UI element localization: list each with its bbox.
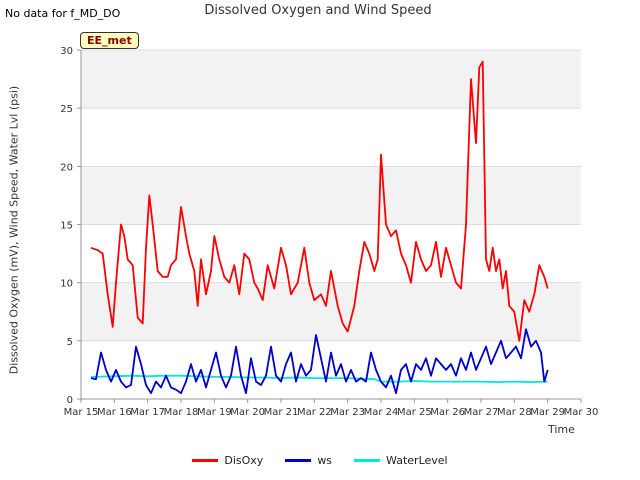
x-tick-label: Mar 19 xyxy=(197,407,232,418)
legend-item-ws: ws xyxy=(285,454,332,467)
series-line-waterlevel xyxy=(90,374,548,384)
x-tick-label: Mar 16 xyxy=(97,407,132,418)
x-tick-label: Mar 23 xyxy=(330,407,365,418)
legend-label-disoxy: DisOxy xyxy=(224,454,264,467)
legend-swatch-ws xyxy=(285,459,312,462)
site-badge: EE_met xyxy=(80,32,139,49)
chart-title: Dissolved Oxygen and Wind Speed xyxy=(204,3,432,18)
series-line-disoxy xyxy=(90,60,549,342)
y-axis-label: Dissolved Oxygen (mV), Wind Speed, Water… xyxy=(7,85,21,375)
x-tick-label: Mar 27 xyxy=(464,407,499,418)
legend-label-ws: ws xyxy=(317,454,333,467)
x-tick-label: Mar 24 xyxy=(364,407,399,418)
y-tick-label: 10 xyxy=(60,279,73,290)
legend-swatch-waterlevel xyxy=(354,459,381,462)
x-tick-label: Mar 25 xyxy=(397,407,432,418)
shaded-band xyxy=(81,50,581,109)
shaded-band xyxy=(81,166,581,225)
no-data-note: No data for f_MD_DO xyxy=(5,7,121,20)
y-tick-label: 30 xyxy=(60,46,73,57)
x-tick-label: Mar 17 xyxy=(130,407,165,418)
y-tick-label: 0 xyxy=(67,395,73,406)
x-tick-label: Mar 15 xyxy=(64,407,99,418)
series-line-ws xyxy=(90,328,549,395)
legend: DisOxy ws WaterLevel xyxy=(0,454,640,467)
x-axis-label: Time xyxy=(548,423,575,436)
x-tick-label: Mar 18 xyxy=(164,407,199,418)
x-tick-label: Mar 29 xyxy=(530,407,565,418)
legend-swatch-disoxy xyxy=(192,459,219,462)
y-tick-label: 15 xyxy=(60,221,73,232)
legend-item-waterlevel: WaterLevel xyxy=(354,454,448,467)
y-tick-label: 20 xyxy=(60,162,73,173)
legend-item-disoxy: DisOxy xyxy=(192,454,263,467)
y-tick-label: 5 xyxy=(67,337,73,348)
x-tick-label: Mar 20 xyxy=(230,407,265,418)
x-tick-label: Mar 21 xyxy=(264,407,299,418)
shaded-band xyxy=(81,282,581,341)
y-axis-ticks: 0 5 10 15 20 25 30 xyxy=(60,46,81,406)
x-tick-label: Mar 26 xyxy=(430,407,465,418)
x-tick-label: Mar 28 xyxy=(497,407,532,418)
legend-label-waterlevel: WaterLevel xyxy=(386,454,448,467)
shaded-bands xyxy=(81,50,581,341)
y-tick-label: 25 xyxy=(60,104,73,115)
x-tick-label: Mar 22 xyxy=(297,407,332,418)
x-tick-label: Mar 30 xyxy=(564,407,599,418)
series-lines xyxy=(90,60,549,395)
